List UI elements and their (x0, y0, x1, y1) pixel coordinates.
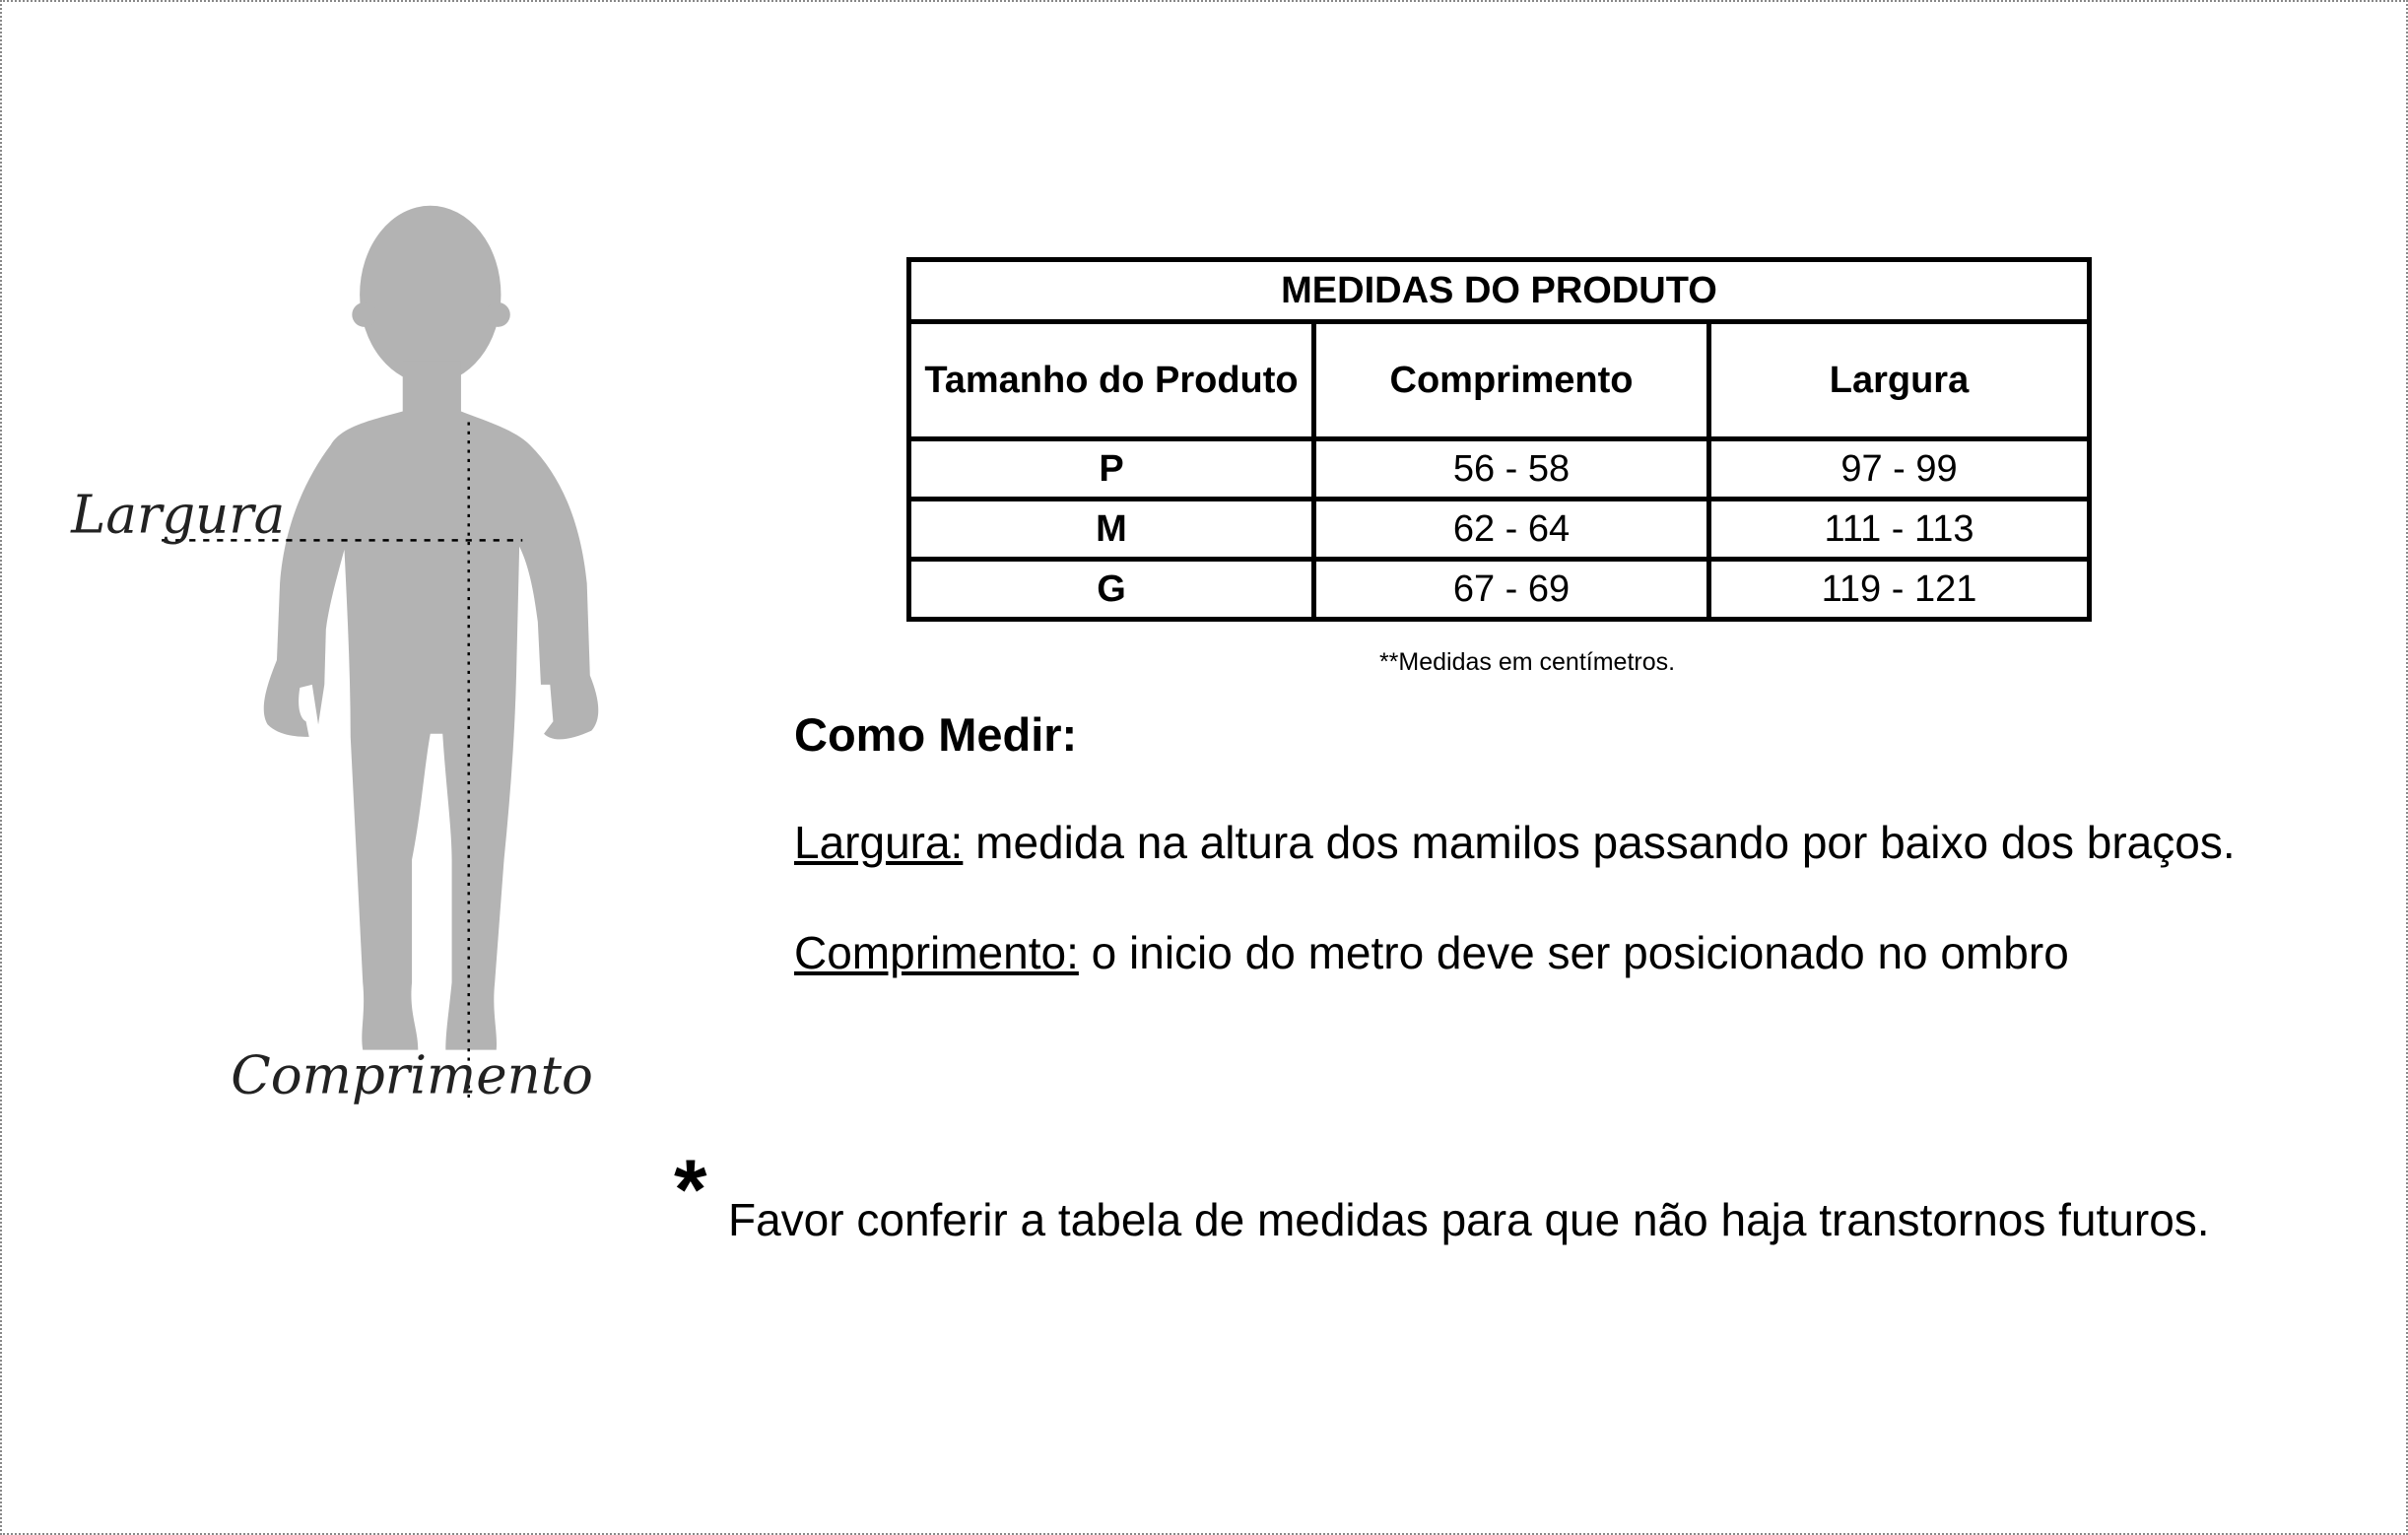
units-note: **Medidas em centímetros. (1378, 648, 1676, 676)
header-size: Tamanho do Produto (906, 319, 1316, 441)
size-table: MEDIDAS DO PRODUTO Tamanho do Produto Co… (906, 257, 2092, 622)
header-length: Comprimento (1311, 319, 1711, 441)
length-cell: 67 - 69 (1311, 557, 1711, 622)
child-silhouette (263, 205, 599, 1050)
width-cell: 119 - 121 (1706, 557, 2092, 622)
table-title: MEDIDAS DO PRODUTO (906, 257, 2092, 324)
length-text: o inicio do metro deve ser posicionado n… (1078, 927, 2069, 978)
asterisk-icon: * (674, 1143, 707, 1237)
size-cell: M (906, 497, 1316, 562)
table-row: G 67 - 69 119 - 121 (906, 557, 2092, 622)
warning-text: Favor conferir a tabela de medidas para … (728, 1194, 2210, 1245)
length-cell: 62 - 64 (1311, 497, 1711, 562)
size-cell: G (906, 557, 1316, 622)
table-row: P 56 - 58 97 - 99 (906, 436, 2092, 501)
width-cell: 111 - 113 (1706, 497, 2092, 562)
table-row: M 62 - 64 111 - 113 (906, 497, 2092, 562)
length-term: Comprimento: (794, 927, 1079, 978)
length-instruction: Comprimento: o inicio do metro deve ser … (794, 926, 2069, 979)
size-cell: P (906, 436, 1316, 501)
width-text: medida na altura dos mamilos passando po… (963, 817, 2236, 868)
length-cell: 56 - 58 (1311, 436, 1711, 501)
header-width: Largura (1706, 319, 2092, 441)
width-label: Largura (70, 486, 285, 546)
length-label: Comprimento (231, 1045, 593, 1105)
width-instruction: Largura: medida na altura dos mamilos pa… (794, 816, 2236, 869)
width-cell: 97 - 99 (1706, 436, 2092, 501)
width-term: Largura: (794, 817, 964, 868)
how-to-measure-heading: Como Medir: (794, 708, 1078, 761)
